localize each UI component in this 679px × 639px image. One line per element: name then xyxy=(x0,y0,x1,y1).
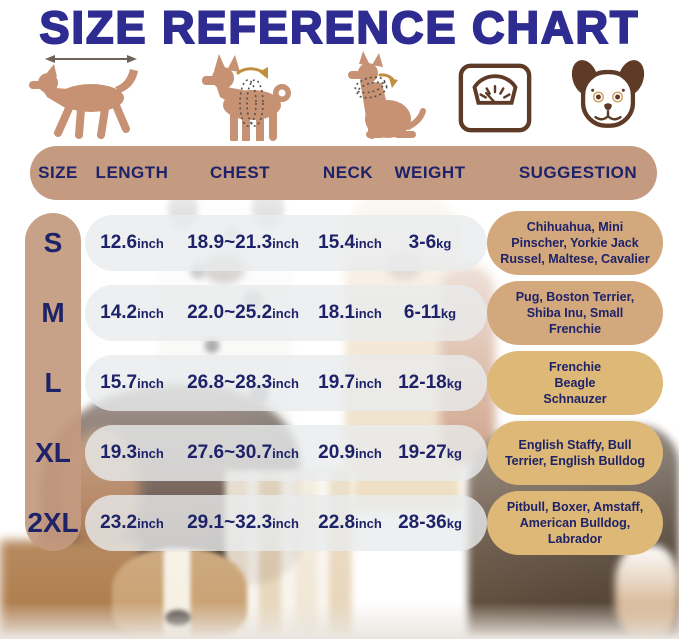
size-row-s: S 12.6inch 18.9~21.3inch 15.4inch 3-6kg … xyxy=(0,211,679,275)
measurements-pill: 19.3inch 27.6~30.7inch 20.9inch 19-27kg xyxy=(85,425,487,481)
chest-cell: 27.6~30.7inch xyxy=(187,442,299,463)
size-row-m: M 14.2inch 22.0~25.2inch 18.1inch 6-11kg… xyxy=(0,281,679,345)
measurements-pill: 23.2inch 29.1~32.3inch 22.8inch 28-36kg xyxy=(85,495,487,551)
suggestion-bubble: Pitbull, Boxer, Amstaff, American Bulldo… xyxy=(487,491,663,555)
dog-face-icon xyxy=(562,56,654,143)
neck-cell: 18.1inch xyxy=(318,302,382,323)
neck-cell: 20.9inch xyxy=(318,442,382,463)
header-size: SIZE xyxy=(38,163,78,182)
chest-cell: 18.9~21.3inch xyxy=(187,232,299,253)
size-row-l: L 15.7inch 26.8~28.3inch 19.7inch 12-18k… xyxy=(0,351,679,415)
neck-cell: 15.4inch xyxy=(318,232,382,253)
measurements-pill: 12.6inch 18.9~21.3inch 15.4inch 3-6kg xyxy=(85,215,487,271)
size-label: 2XL xyxy=(27,507,79,538)
neck-cell: 22.8inch xyxy=(318,512,382,533)
size-label: S xyxy=(43,227,63,258)
length-cell: 15.7inch xyxy=(100,372,164,393)
table-header-banner: SIZE LENGTH CHEST NECK WEIGHT SUGGESTION xyxy=(30,146,657,200)
header-length: LENGTH xyxy=(95,163,169,182)
suggestion-bubble: English Staffy, Bull Terrier, English Bu… xyxy=(487,421,663,485)
measurements-pill: 15.7inch 26.8~28.3inch 19.7inch 12-18kg xyxy=(85,355,487,411)
length-cell: 23.2inch xyxy=(100,512,164,533)
chest-cell: 29.1~32.3inch xyxy=(187,512,299,533)
weight-cell: 6-11kg xyxy=(403,302,457,323)
length-cell: 14.2inch xyxy=(100,302,164,323)
length-cell: 12.6inch xyxy=(100,232,164,253)
weight-scale-icon xyxy=(456,58,534,141)
weight-cell: 3-6kg xyxy=(408,232,452,253)
size-row-xl: XL 19.3inch 27.6~30.7inch 20.9inch 19-27… xyxy=(0,421,679,485)
measurement-icons-row xyxy=(0,51,679,146)
suggestion-bubble: Frenchie Beagle Schnauzer xyxy=(487,351,663,415)
header-weight: WEIGHT xyxy=(394,163,466,182)
header-suggestion: SUGGESTION xyxy=(518,163,638,182)
measurements-pill: 14.2inch 22.0~25.2inch 18.1inch 6-11kg xyxy=(85,285,487,341)
dog-length-arrow-icon xyxy=(25,51,160,146)
header-chest: CHEST xyxy=(209,163,271,182)
size-label: M xyxy=(41,297,65,328)
weight-cell: 12-18kg xyxy=(398,372,462,393)
dog-chest-measure-icon xyxy=(188,51,300,146)
chest-cell: 22.0~25.2inch xyxy=(187,302,299,323)
neck-cell: 19.7inch xyxy=(318,372,382,393)
suggestion-bubble: Chihuahua, Mini Pinscher, Yorkie Jack Ru… xyxy=(487,211,663,275)
size-label: XL xyxy=(35,437,71,468)
length-cell: 19.3inch xyxy=(100,442,164,463)
size-row-2xl: 2XL 23.2inch 29.1~32.3inch 22.8inch 28-3… xyxy=(0,491,679,555)
header-neck: NECK xyxy=(322,163,374,182)
weight-cell: 28-36kg xyxy=(398,512,462,533)
suggestion-bubble: Pug, Boston Terrier, Shiba Inu, Small Fr… xyxy=(487,281,663,345)
weight-cell: 19-27kg xyxy=(398,442,462,463)
size-label: L xyxy=(44,367,62,398)
chest-cell: 26.8~28.3inch xyxy=(187,372,299,393)
dog-neck-measure-icon xyxy=(328,51,428,146)
page-title: SIZE REFERENCE CHART xyxy=(38,1,640,54)
